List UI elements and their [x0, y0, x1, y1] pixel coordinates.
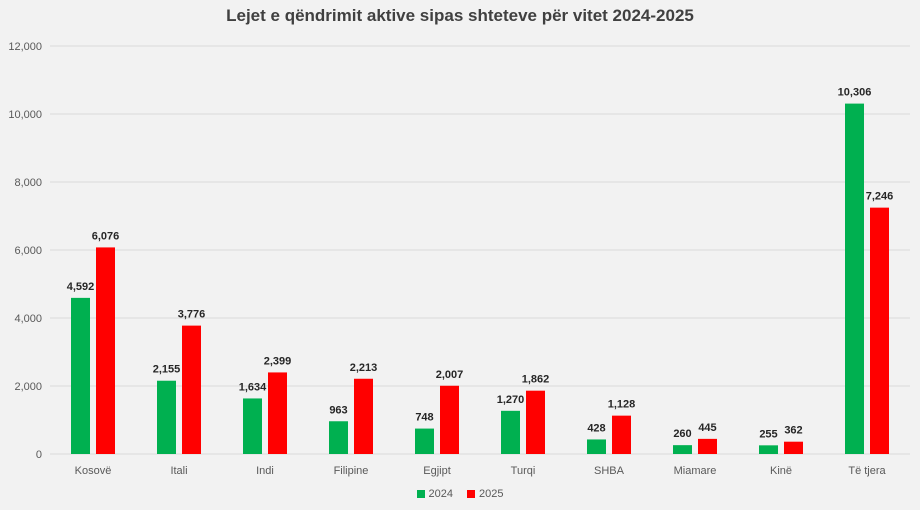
data-label-2024: 10,306 — [838, 87, 872, 99]
legend-swatch-2025 — [467, 490, 475, 498]
data-label-2024: 963 — [329, 404, 347, 416]
x-tick-label: Kinë — [770, 465, 792, 477]
x-tick-label: Miamare — [674, 465, 717, 477]
data-label-2024: 748 — [415, 412, 433, 424]
data-label-2024: 2,155 — [153, 364, 181, 376]
x-tick-label: Indi — [256, 465, 274, 477]
bar-2025 — [268, 372, 287, 454]
data-label-2025: 2,213 — [350, 362, 378, 374]
x-tick-label: Egjipt — [423, 465, 451, 477]
data-label-2025: 7,246 — [866, 191, 894, 203]
data-label-2025: 445 — [698, 422, 716, 434]
bar-2024 — [329, 421, 348, 454]
y-tick-label: 8,000 — [14, 177, 42, 189]
x-tick-label: Filipine — [334, 465, 369, 477]
bar-2025 — [698, 438, 717, 454]
bar-2024 — [673, 445, 692, 454]
y-tick-label: 0 — [36, 449, 42, 461]
legend-swatch-2024 — [416, 490, 425, 498]
legend-item-2024: 2024 — [416, 488, 453, 500]
bar-2024 — [157, 380, 176, 454]
data-label-2025: 362 — [784, 425, 802, 437]
data-label-2025: 2,007 — [436, 369, 464, 381]
legend-item-2025: 2025 — [467, 488, 503, 500]
bar-2025 — [96, 247, 115, 454]
data-label-2024: 1,634 — [239, 381, 267, 393]
bar-2025 — [784, 441, 803, 454]
x-tick-label: Itali — [170, 465, 187, 477]
data-label-2024: 4,592 — [67, 281, 95, 293]
data-label-2025: 3,776 — [178, 309, 206, 321]
x-tick-label: Të tjera — [848, 465, 886, 477]
bar-2024 — [845, 103, 864, 454]
x-tick-label: Kosovë — [75, 465, 112, 477]
bar-2024 — [501, 410, 520, 454]
data-label-2024: 260 — [673, 428, 691, 440]
bar-2024 — [759, 445, 778, 454]
data-label-2024: 255 — [759, 428, 777, 440]
chart-title: Lejet e qëndrimit aktive sipas shteteve … — [226, 6, 694, 25]
y-tick-label: 4,000 — [14, 313, 42, 325]
data-label-2025: 1,862 — [522, 374, 550, 386]
bar-2025 — [440, 385, 459, 454]
bar-2025 — [526, 390, 545, 454]
data-label-2024: 428 — [587, 422, 605, 434]
legend-label-2025: 2025 — [479, 488, 504, 500]
bar-2025 — [612, 415, 631, 454]
data-label-2025: 2,399 — [264, 355, 292, 367]
bar-2024 — [415, 428, 434, 454]
x-tick-label: SHBA — [594, 465, 625, 477]
data-label-2025: 6,076 — [92, 230, 120, 242]
bar-2024 — [587, 439, 606, 454]
bar-2025 — [354, 378, 373, 454]
data-label-2024: 1,270 — [497, 394, 525, 406]
y-tick-label: 2,000 — [14, 381, 42, 393]
bar-2025 — [182, 325, 201, 454]
legend: 2024 2025 — [0, 488, 920, 500]
legend-label-2024: 2024 — [428, 488, 453, 500]
y-tick-label: 6,000 — [14, 245, 42, 257]
x-tick-label: Turqi — [511, 465, 536, 477]
bar-2025 — [870, 207, 889, 454]
bar-2024 — [71, 297, 90, 454]
data-label-2025: 1,128 — [608, 399, 636, 411]
y-tick-label: 10,000 — [8, 109, 42, 121]
bar-2024 — [243, 398, 262, 454]
y-tick-label: 12,000 — [8, 41, 42, 53]
